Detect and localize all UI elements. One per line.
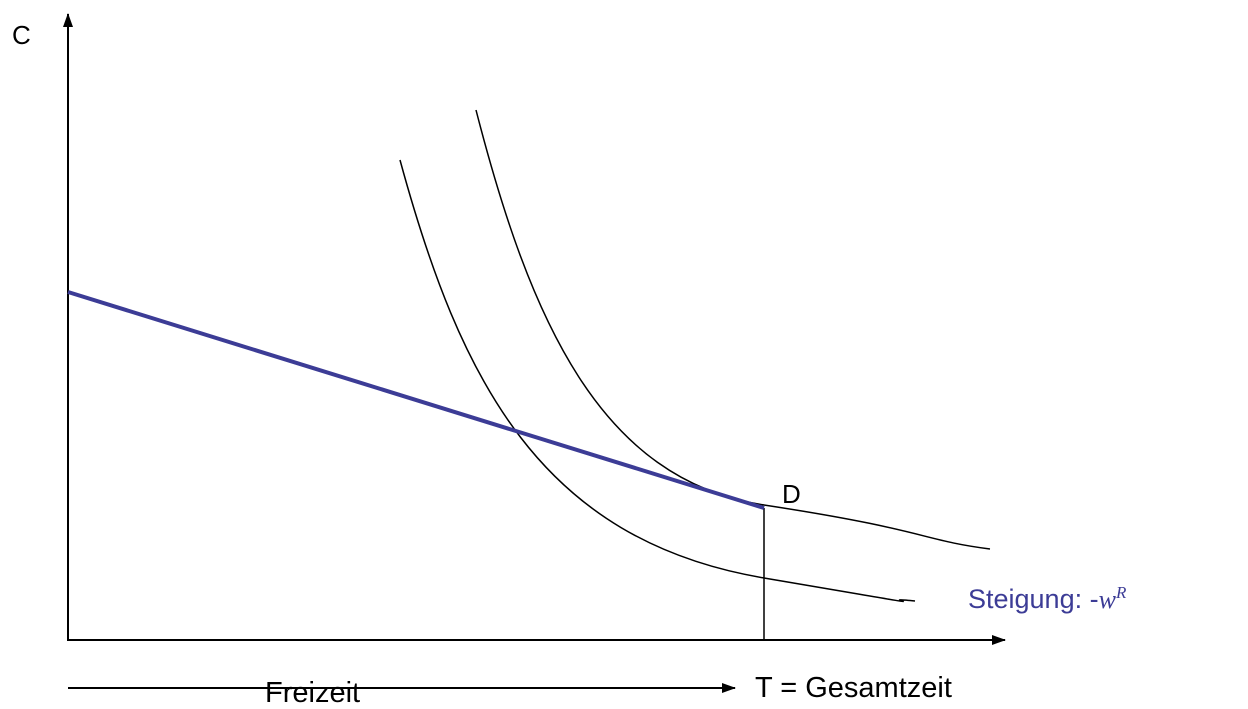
slope-label: Steigung: -wR bbox=[968, 583, 1127, 614]
slope-sup: R bbox=[1115, 583, 1127, 602]
budget-line bbox=[67, 290, 765, 510]
slope-var: w bbox=[1099, 585, 1117, 614]
x-axis-end-label: T = Gesamtzeit bbox=[755, 672, 952, 704]
y-axis-label: C bbox=[12, 20, 31, 50]
x-axis-label: Freizeit bbox=[265, 677, 360, 709]
point-label: D bbox=[782, 479, 801, 509]
slope-prefix: Steigung: - bbox=[968, 584, 1099, 614]
indifference-curve-high bbox=[475, 109, 991, 550]
indifference-curve-low bbox=[399, 159, 916, 603]
